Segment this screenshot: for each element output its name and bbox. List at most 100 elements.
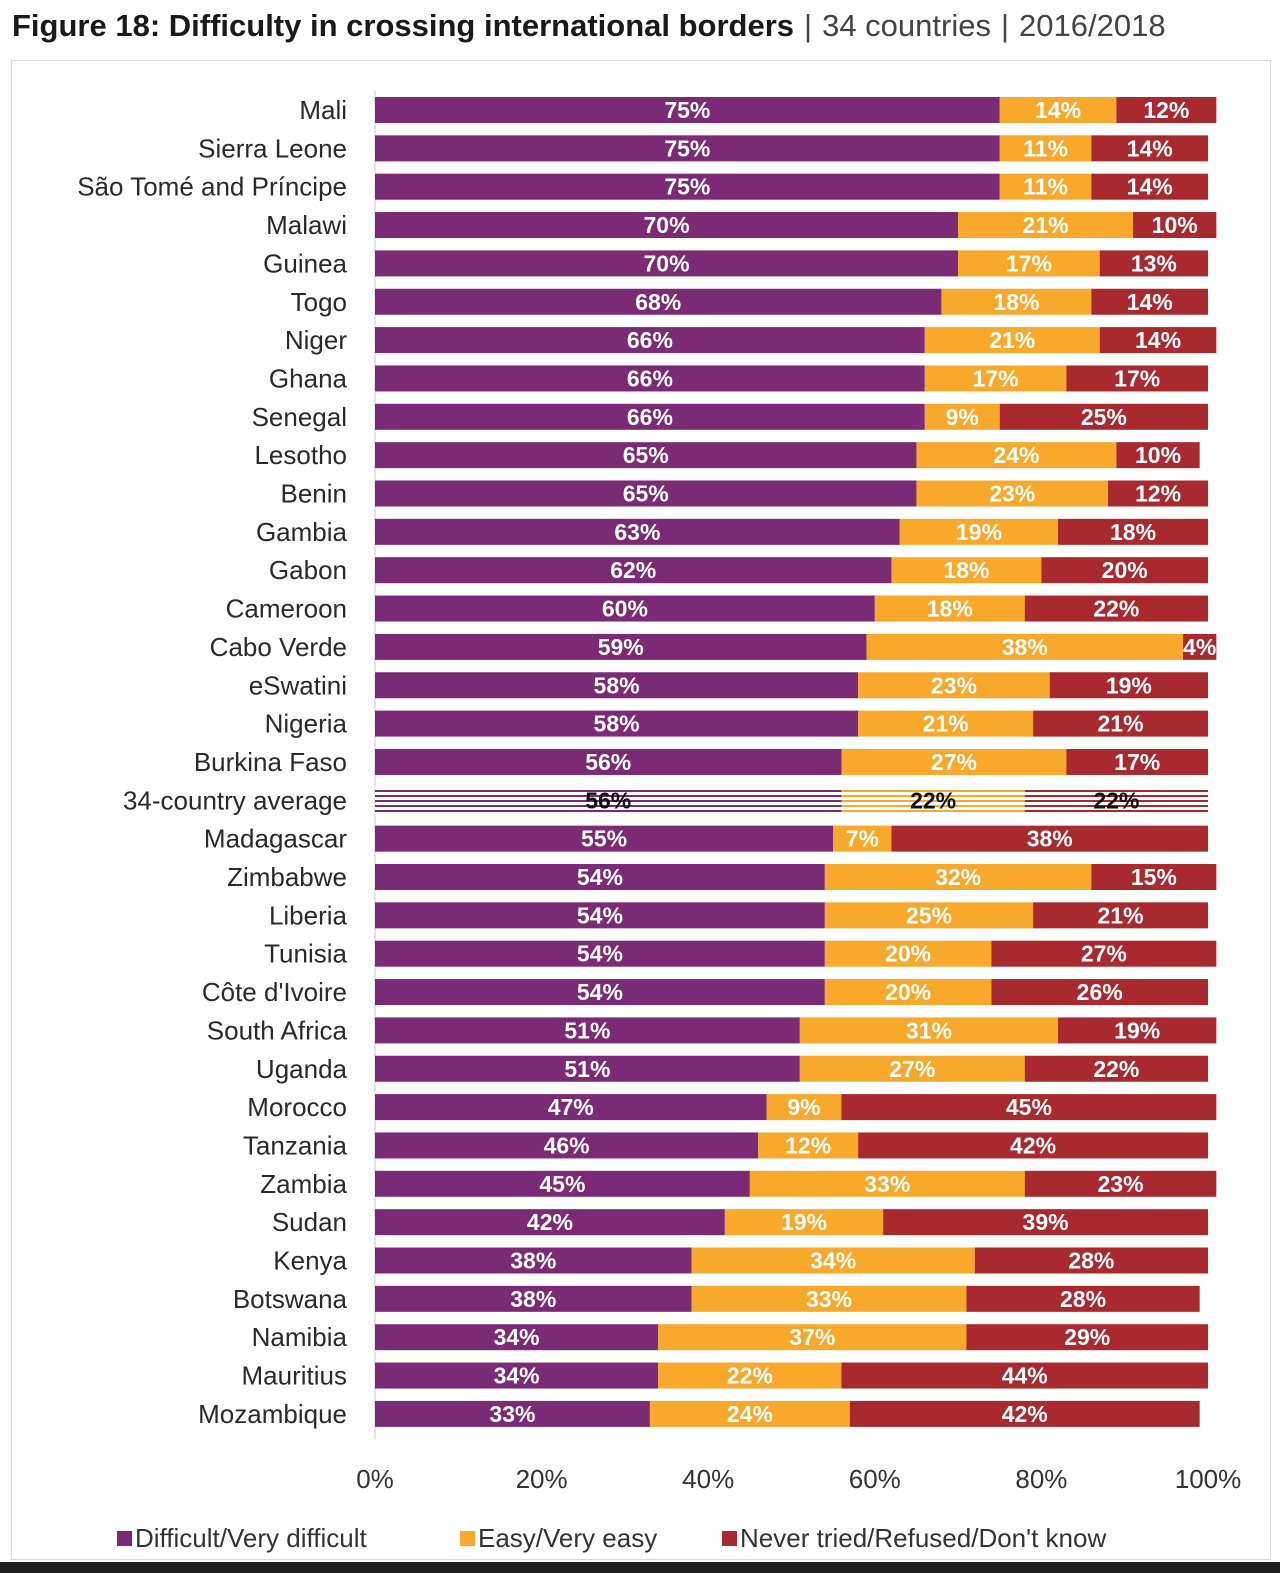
bar-segment (858, 1132, 1208, 1159)
data-label: 38% (1027, 826, 1073, 852)
bar-segment (375, 825, 834, 852)
bar-segment (1024, 595, 1208, 622)
category-label: Madagascar (204, 824, 347, 854)
data-label: 17% (1114, 749, 1160, 775)
data-label: 21% (1098, 711, 1144, 737)
category-label: Mali (299, 95, 347, 125)
bar-segment (958, 250, 1100, 277)
bar-segment (375, 365, 925, 392)
data-label: 75% (664, 97, 710, 123)
data-label: 58% (594, 672, 640, 698)
data-label: 19% (1106, 672, 1152, 698)
category-label: Nigeria (265, 709, 348, 739)
x-tick-label: 80% (1015, 1464, 1067, 1494)
category-label: Ghana (269, 363, 348, 393)
bar-segment (375, 288, 942, 315)
category-label: Benin (281, 479, 348, 509)
data-label: 9% (946, 404, 979, 430)
bar-segment (375, 1247, 692, 1274)
category-label: Kenya (273, 1246, 347, 1276)
data-label: 54% (577, 979, 623, 1005)
category-label: Niger (285, 325, 347, 355)
data-label: 28% (1060, 1286, 1106, 1312)
data-label: 70% (644, 212, 690, 238)
bar-segment (1091, 864, 1217, 890)
legend-swatch (460, 1531, 475, 1546)
category-label: São Tomé and Príncipe (77, 172, 347, 202)
bar-segment (924, 403, 1000, 430)
bar-segment (749, 1170, 1025, 1197)
bar-segment (375, 480, 917, 507)
data-label: 14% (1127, 135, 1173, 161)
data-label: 12% (1135, 481, 1181, 507)
bar-segment (1108, 480, 1208, 507)
chart-frame (11, 60, 1271, 1560)
data-label: 62% (610, 557, 656, 583)
category-label: Senegal (252, 402, 347, 432)
category-label: Namibia (252, 1322, 348, 1352)
category-label: Tanzania (243, 1130, 348, 1160)
bar-segment (824, 979, 992, 1006)
bar-segment (691, 1247, 975, 1274)
data-label: 31% (906, 1017, 952, 1043)
data-label: 32% (935, 864, 981, 890)
bar-segment (1133, 212, 1217, 239)
data-label: 56% (585, 787, 631, 813)
legend-label: Difficult/Very difficult (135, 1523, 367, 1553)
data-label: 46% (544, 1132, 590, 1158)
category-label: Gambia (256, 517, 348, 547)
bar-segment (375, 1132, 759, 1159)
data-label: 59% (598, 634, 644, 660)
data-label: 65% (623, 481, 669, 507)
data-label: 54% (577, 902, 623, 928)
bar-segment (799, 1055, 1025, 1082)
data-label: 42% (527, 1209, 573, 1235)
bar-segment (916, 480, 1109, 507)
data-label: 56% (585, 749, 631, 775)
bar-segment (1099, 250, 1208, 277)
data-label: 45% (1006, 1094, 1052, 1120)
x-tick-label: 20% (516, 1464, 568, 1494)
title-separator-1: | (804, 8, 813, 43)
bar-segment (974, 1247, 1208, 1274)
data-label: 38% (510, 1286, 556, 1312)
data-label: 23% (989, 481, 1035, 507)
data-label: 19% (1114, 1017, 1160, 1043)
data-label: 18% (993, 289, 1039, 315)
data-label: 37% (789, 1324, 835, 1350)
category-label: South Africa (207, 1015, 348, 1045)
bar-segment (766, 1094, 842, 1121)
data-label: 34% (494, 1363, 540, 1389)
bar-segment (1116, 442, 1200, 469)
data-label: 33% (489, 1401, 535, 1427)
data-label: 20% (1102, 557, 1148, 583)
category-label: Malawi (266, 210, 347, 240)
bar-segment (1183, 633, 1217, 660)
bar-segment (1024, 787, 1208, 814)
legend: Difficult/Very difficult Easy/Very easy Ne… (117, 1523, 1106, 1553)
x-tick-label: 60% (849, 1464, 901, 1494)
bar-segment (375, 327, 925, 354)
bar-segment (916, 442, 1117, 469)
data-label: 51% (564, 1017, 610, 1043)
bar-segment (375, 135, 1000, 162)
data-label: 65% (623, 442, 669, 468)
bar-segment (1116, 97, 1217, 123)
category-label: Guinea (263, 248, 347, 278)
bar-segment (1033, 710, 1208, 737)
data-label: 38% (1002, 634, 1048, 660)
bottom-strip (0, 1562, 1280, 1573)
data-label: 22% (1093, 596, 1139, 622)
category-label: Botswana (233, 1284, 348, 1314)
title-main: Figure 18: Difficulty in crossing intern… (12, 8, 795, 43)
bar-segment (924, 327, 1100, 354)
data-label: 39% (1023, 1209, 1069, 1235)
bar-segment (858, 672, 1050, 699)
bar-segment (375, 173, 1000, 200)
data-label: 51% (564, 1056, 610, 1082)
data-label: 75% (664, 174, 710, 200)
category-label: Zambia (260, 1169, 347, 1199)
legend-swatch (117, 1531, 132, 1546)
bar-segment (1066, 748, 1208, 775)
